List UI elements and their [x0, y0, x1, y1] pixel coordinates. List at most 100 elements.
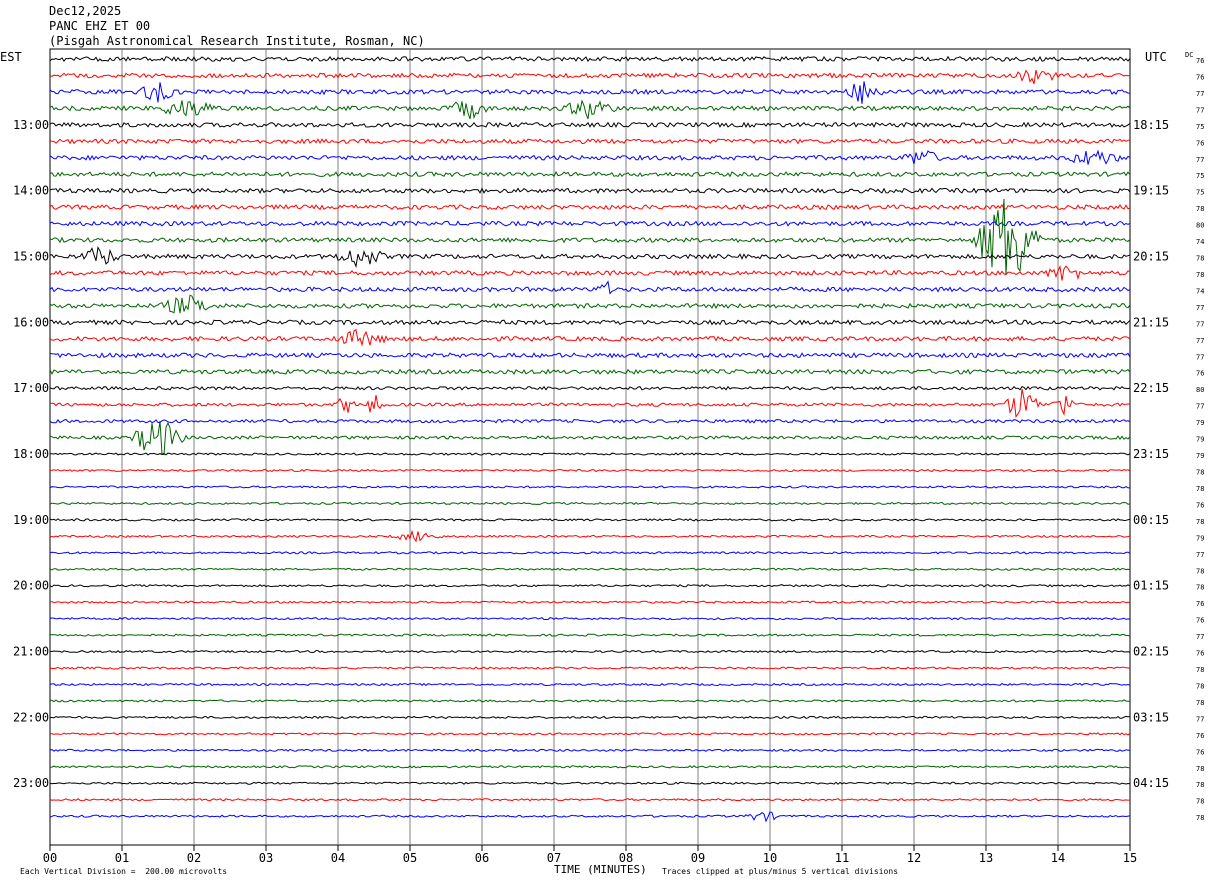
dc-offset-value: 78: [1196, 781, 1204, 789]
dc-offset-value: 74: [1196, 287, 1204, 295]
seismic-trace: [49, 567, 1131, 571]
x-tick-label: 08: [619, 851, 633, 865]
seismic-trace: [49, 220, 1131, 227]
seismic-trace: [49, 811, 1131, 823]
dc-offset-value: 79: [1196, 452, 1204, 460]
dc-offset-value: 78: [1196, 584, 1204, 592]
dc-offset-value: 75: [1196, 123, 1204, 131]
dc-offset-value: 80: [1196, 222, 1204, 230]
seismic-trace: [49, 319, 1131, 326]
est-hour-label: 15:00: [13, 250, 49, 264]
seismic-trace: [49, 584, 1131, 588]
x-tick-label: 02: [187, 851, 201, 865]
seismic-trace: [49, 699, 1131, 703]
est-hour-label: 21:00: [13, 645, 49, 659]
dc-offset-value: 76: [1196, 370, 1204, 378]
dc-offset-value: 77: [1196, 106, 1204, 114]
dc-offset-value: 79: [1196, 436, 1204, 444]
seismic-trace: [49, 798, 1131, 802]
dc-offset-value: 80: [1196, 386, 1204, 394]
x-axis-title: TIME (MINUTES): [554, 863, 647, 876]
seismic-trace: [49, 748, 1131, 752]
seismic-trace: [49, 485, 1131, 489]
est-hour-label: 13:00: [13, 118, 49, 132]
seismic-trace: [49, 352, 1131, 359]
dc-offset-value: 76: [1196, 650, 1204, 658]
seismic-trace: [49, 187, 1131, 195]
dc-offset-value: 76: [1196, 600, 1204, 608]
plot-frame: [49, 48, 1131, 846]
est-hour-label: 20:00: [13, 579, 49, 593]
est-hour-label: 22:00: [13, 710, 49, 724]
x-tick-label: 01: [115, 851, 129, 865]
dc-offset-value: 78: [1196, 485, 1204, 493]
dc-offset-value: 78: [1196, 567, 1204, 575]
seismic-trace: [50, 715, 1131, 720]
seismic-trace: [49, 420, 1131, 456]
left-timezone-label: EST: [0, 50, 22, 64]
station-site: (Pisgah Astronomical Research Institute,…: [49, 34, 425, 48]
utc-hour-label: 23:15: [1133, 447, 1169, 461]
station-code: PANC EHZ ET 00: [49, 19, 151, 33]
seismic-trace: [49, 121, 1131, 128]
seismic-trace: [49, 666, 1131, 670]
right-timezone-label: UTC: [1145, 50, 1167, 64]
dc-offset-value: 78: [1196, 798, 1204, 806]
seismic-trace: [49, 294, 1131, 314]
seismic-trace: [49, 781, 1131, 785]
utc-hour-label: 00:15: [1133, 513, 1169, 527]
seismic-trace: [49, 99, 1131, 120]
seismic-trace: [49, 600, 1131, 604]
minute-grid: [49, 48, 1131, 846]
utc-hour-label: 01:15: [1133, 579, 1169, 593]
seismic-trace: [49, 633, 1131, 637]
dc-offset-value: 77: [1196, 320, 1204, 328]
axis-labels: 00 01 02 03 04 05 06 07 08 09 10 11 12 13 14 15 13:00 18:…: [13, 57, 1204, 865]
seismic-trace: [49, 682, 1131, 687]
dc-offset-value: 77: [1196, 715, 1204, 723]
x-tick-label: 12: [907, 851, 921, 865]
dc-offset-value: 78: [1196, 518, 1204, 526]
est-hour-label: 18:00: [13, 447, 49, 461]
vertical-scale-note: Each Vertical Division = 200.00 microvol…: [20, 867, 228, 876]
dc-offset-value: 77: [1196, 90, 1204, 98]
dc-offset-value: 77: [1196, 353, 1204, 361]
x-tick-label: 03: [259, 851, 273, 865]
dc-offset-value: 77: [1196, 337, 1204, 345]
dc-offset-value: 79: [1196, 419, 1204, 427]
x-tick-label: 11: [835, 851, 849, 865]
seismic-trace: [49, 468, 1131, 473]
dc-offset-value: 78: [1196, 271, 1204, 279]
dc-offset-value: 78: [1196, 205, 1204, 213]
trace-group: [49, 55, 1131, 823]
dc-offset-value: 78: [1196, 814, 1204, 822]
seismic-trace: [49, 418, 1131, 424]
utc-hour-label: 22:15: [1133, 381, 1169, 395]
seismic-trace: [49, 617, 1131, 621]
x-tick-label: 10: [763, 851, 777, 865]
utc-hour-label: 20:15: [1133, 250, 1169, 264]
seismic-trace: [49, 529, 1131, 543]
est-hour-label: 16:00: [13, 315, 49, 329]
seismic-trace: [49, 203, 1131, 211]
seismic-trace: [49, 501, 1131, 506]
seismic-trace: [49, 69, 1130, 85]
x-tick-label: 07: [547, 851, 561, 865]
dc-offset-value: 78: [1196, 255, 1204, 263]
dc-offset-value: 76: [1196, 139, 1204, 147]
seismic-trace: [49, 55, 1131, 63]
dc-offset-value: 76: [1196, 501, 1204, 509]
seismic-trace: [49, 198, 1131, 275]
dc-offset-value: 77: [1196, 633, 1204, 641]
plot-date: Dec12,2025: [49, 4, 122, 18]
utc-hour-label: 21:15: [1133, 315, 1169, 329]
seismic-trace: [49, 765, 1131, 769]
dc-offset-value: 78: [1196, 666, 1204, 674]
dc-offset-value: 76: [1196, 748, 1204, 756]
clipping-note: Traces clipped at plus/minus 5 vertical …: [662, 867, 899, 876]
seismic-trace: [49, 388, 1131, 419]
dc-label: DC: [1185, 51, 1193, 59]
dc-offset-value: 76: [1196, 617, 1204, 625]
seismic-trace: [49, 551, 1131, 555]
